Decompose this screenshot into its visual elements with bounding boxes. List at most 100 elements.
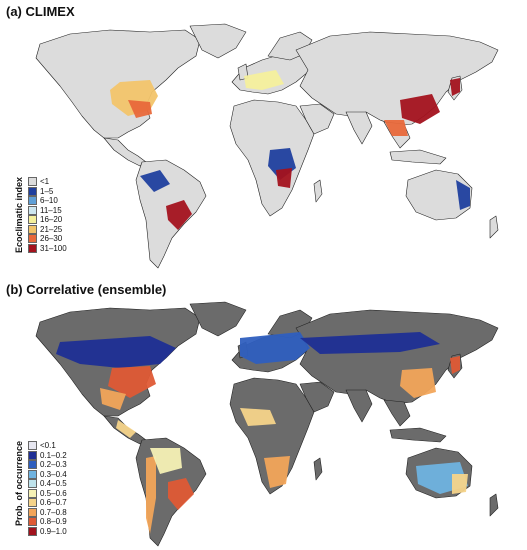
climex-southeast-us	[128, 100, 152, 118]
correlative-legend-rows: <0.1 0.1–0.2 0.2–0.3 0.3–0.4 0.4–0.5 0.5–0.6 0…	[28, 441, 67, 536]
climex-world-map	[35, 23, 499, 269]
correlative-land-greenland	[189, 301, 247, 337]
legend-row: 0.1–0.2	[28, 450, 67, 461]
legend-label: 11–15	[40, 205, 62, 215]
legend-row: 1–5	[28, 186, 67, 197]
correlative-gulf-coast	[100, 388, 126, 410]
correlative-europe	[240, 332, 310, 364]
climex-land-arabia	[299, 103, 335, 135]
legend-label: 0.6–0.7	[40, 498, 67, 508]
climex-east-australia	[456, 180, 470, 210]
climex-land-greenland	[189, 23, 247, 59]
legend-swatch	[28, 243, 37, 253]
legend-swatch	[28, 498, 37, 508]
panel-b-title: (b) Correlative (ensemble)	[6, 282, 167, 297]
climex-china	[400, 94, 440, 124]
legend-label: 0.4–0.5	[40, 479, 67, 489]
correlative-siberia-band	[300, 332, 440, 354]
legend-label: 1–5	[40, 186, 54, 196]
legend-label: 0.5–0.6	[40, 488, 67, 498]
climex-land-madagascar	[313, 179, 323, 203]
legend-swatch	[28, 469, 37, 479]
legend-label: 0.1–0.2	[40, 450, 67, 460]
legend-label: 0.9–1.0	[40, 526, 67, 536]
legend-swatch	[28, 450, 37, 460]
legend-label: 21–25	[40, 224, 63, 234]
legend-label: 0.7–0.8	[40, 507, 67, 517]
legend-label: 6–10	[40, 196, 58, 206]
legend-row: 11–15	[28, 205, 67, 216]
legend-swatch	[28, 205, 37, 215]
legend-swatch	[28, 441, 37, 451]
legend-label: 0.8–0.9	[40, 517, 67, 527]
legend-label: <1	[40, 177, 50, 187]
legend-label: 26–30	[40, 234, 63, 244]
legend-row: 0.3–0.4	[28, 469, 67, 480]
legend-row: 0.4–0.5	[28, 479, 67, 489]
climex-southern-brazil	[166, 200, 192, 230]
correlative-north-america	[56, 336, 176, 368]
correlative-land-indonesia	[389, 427, 447, 443]
climex-legend-rows: <1 1–5 6–10 11–15 16–20 21–25 26–30 31–100	[28, 177, 67, 253]
legend-swatch	[28, 224, 37, 234]
climex-land-india	[345, 111, 373, 145]
climex-land-australia	[405, 169, 473, 221]
climex-southern-africa	[276, 168, 292, 188]
correlative-andes	[146, 456, 156, 534]
climex-land-central-america	[103, 137, 147, 167]
legend-swatch	[28, 215, 37, 225]
legend-row: 0.8–0.9	[28, 517, 67, 527]
legend-label: <0.1	[40, 441, 56, 451]
correlative-southern-africa	[264, 456, 290, 488]
legend-row: 0.6–0.7	[28, 498, 67, 508]
legend-swatch	[28, 526, 37, 536]
legend-swatch	[28, 196, 37, 206]
correlative-eastern-us	[108, 366, 156, 398]
legend-label: 0.2–0.3	[40, 460, 67, 470]
climex-japan	[450, 78, 460, 96]
correlative-southeast-australia	[452, 474, 468, 494]
legend-row: <0.1	[28, 441, 67, 451]
legend-label: 31–100	[40, 243, 67, 253]
correlative-world-map	[35, 301, 499, 547]
legend-row: 0.7–0.8	[28, 507, 67, 518]
correlative-land-arabia	[299, 381, 335, 413]
correlative-land-madagascar	[313, 457, 323, 481]
legend-swatch	[28, 177, 37, 187]
legend-row: 0.5–0.6	[28, 488, 67, 499]
legend-label: 0.3–0.4	[40, 469, 67, 479]
correlative-land-africa	[229, 377, 315, 495]
correlative-land-india	[345, 389, 373, 423]
climex-land-indonesia	[389, 149, 447, 165]
legend-row: 26–30	[28, 234, 67, 244]
correlative-southern-brazil	[168, 478, 194, 510]
legend-row: <1	[28, 177, 67, 187]
correlative-japan	[450, 356, 460, 374]
climex-europe	[244, 70, 284, 90]
legend-row: 16–20	[28, 215, 67, 225]
correlative-amazon	[150, 448, 182, 474]
legend-swatch	[28, 517, 37, 527]
legend-swatch	[28, 186, 37, 196]
correlative-land-new-zealand	[489, 493, 499, 517]
legend-label: 16–20	[40, 215, 63, 225]
legend-row: 21–25	[28, 224, 67, 235]
correlative-west-africa	[240, 408, 276, 426]
legend-swatch	[28, 479, 37, 489]
correlative-legend-title: Prob. of occurrence	[14, 441, 24, 527]
climex-land-new-zealand	[489, 215, 499, 239]
legend-swatch	[28, 507, 37, 517]
legend-row: 6–10	[28, 196, 67, 206]
climex-legend-title: Ecoclimatic index	[14, 177, 24, 254]
correlative-land-southeast-asia	[383, 399, 411, 427]
legend-row: 0.2–0.3	[28, 460, 67, 470]
climex-southeast-asia	[384, 120, 408, 136]
legend-swatch	[28, 234, 37, 244]
legend-swatch	[28, 488, 37, 498]
legend-row: 31–100	[28, 243, 67, 254]
correlative-east-china	[400, 368, 436, 398]
legend-row: 0.9–1.0	[28, 526, 67, 537]
panel-a-title: (a) CLIMEX	[6, 4, 75, 19]
legend-swatch	[28, 460, 37, 470]
climex-amazon-fringe	[140, 170, 170, 192]
